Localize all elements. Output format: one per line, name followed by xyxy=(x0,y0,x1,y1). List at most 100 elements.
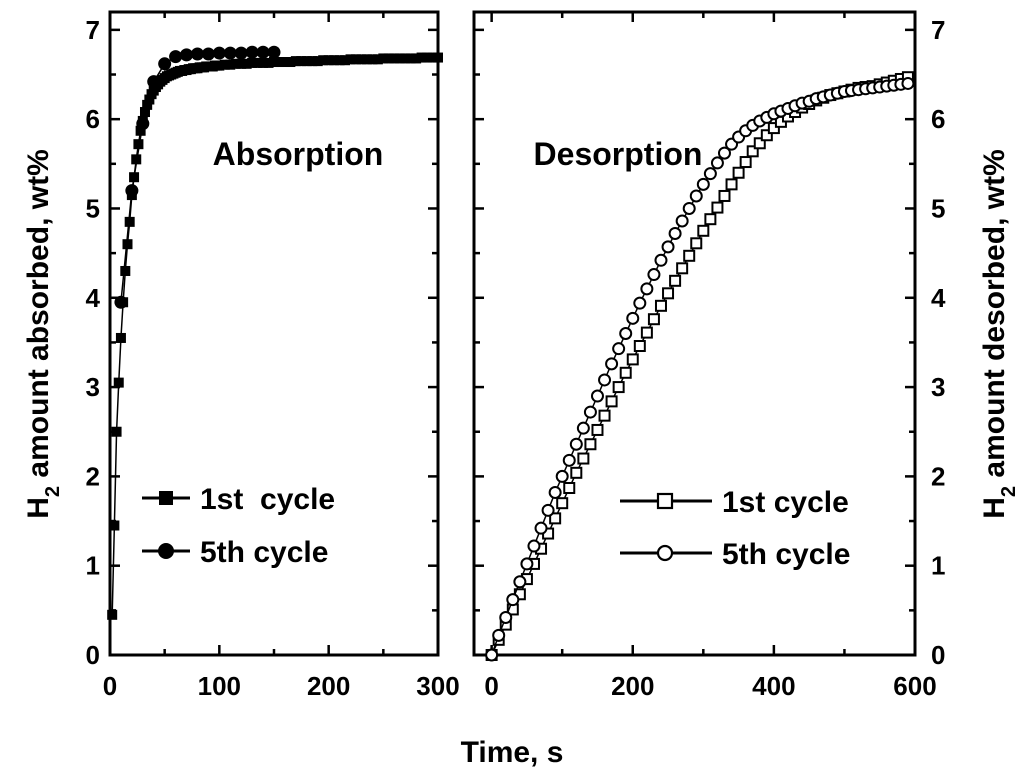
desorption-y-axis-title: H2 amount desorbed, wt% xyxy=(978,149,1020,519)
x-axis-title: Time, s xyxy=(461,736,564,769)
absorption-series-1-point xyxy=(258,57,269,68)
desorption-series-1-point xyxy=(577,452,590,465)
absorption-series xyxy=(107,45,443,620)
desorption-series-1-point xyxy=(704,213,717,226)
absorption-y-tick-label: 3 xyxy=(86,372,100,402)
absorption-y-tick-label: 2 xyxy=(86,461,100,491)
absorption-series-1-point xyxy=(296,56,307,67)
absorption-legend-marker-5th xyxy=(158,543,174,559)
absorption-series-1-point xyxy=(345,54,356,65)
desorption-series-1-point xyxy=(767,122,780,135)
absorption-series-1-point xyxy=(383,53,394,64)
desorption-series-1-point xyxy=(584,438,597,451)
absorption-series-2-point xyxy=(125,184,139,198)
desorption-series-2-point xyxy=(548,485,562,499)
desorption-series xyxy=(485,71,915,662)
desorption-series-2-point xyxy=(492,628,506,642)
absorption-series-1-point xyxy=(427,52,438,63)
desorption-series-1-point xyxy=(669,274,682,287)
absorption-y-axis-title-rest: amount absorbed, wt% xyxy=(22,149,55,486)
absorption-legend: 1st cycle 5th cycle xyxy=(142,483,335,569)
desorption-series-1-point xyxy=(598,409,611,422)
absorption-x-tick-labels: 0 100 200 300 xyxy=(103,671,460,701)
absorption-y-tick-label: 0 xyxy=(86,640,100,670)
desorption-series-1-point xyxy=(570,466,583,479)
absorption-series-1-point xyxy=(122,239,133,250)
desorption-series-2-point xyxy=(527,539,541,553)
desorption-legend-marker-1st xyxy=(656,492,674,510)
absorption-panel-title: Absorption xyxy=(213,136,384,172)
desorption-series-2-point xyxy=(612,342,626,356)
absorption-series-1-point xyxy=(247,57,258,68)
desorption-series-2-point xyxy=(633,296,647,310)
desorption-series-2-point xyxy=(590,389,604,403)
absorption-series-1-point xyxy=(312,56,323,67)
absorption-x-tick-label: 300 xyxy=(416,671,459,701)
desorption-series-2-point xyxy=(647,268,661,282)
absorption-y-tick-labels: 0 1 2 3 4 5 6 7 xyxy=(86,15,101,670)
desorption-y-tick-label: 6 xyxy=(931,104,945,134)
desorption-series-1-point xyxy=(690,237,703,250)
absorption-series-1-point xyxy=(133,139,144,150)
desorption-legend-label-1st: 1st cycle xyxy=(722,486,849,519)
absorption-legend-label-5th: 5th cycle xyxy=(200,536,328,569)
desorption-series-2-point xyxy=(675,214,689,228)
absorption-series-1-point xyxy=(290,56,301,67)
desorption-series-1-point xyxy=(591,423,604,436)
absorption-series-1-point xyxy=(301,56,312,67)
absorption-series-1-point xyxy=(411,53,422,64)
absorption-series-1-point xyxy=(115,332,126,343)
absorption-series-1-point xyxy=(361,54,372,65)
absorption-x-tick-label: 200 xyxy=(307,671,350,701)
desorption-series-2-point xyxy=(717,146,731,160)
desorption-series-2-point xyxy=(520,557,534,571)
absorption-series-2-point xyxy=(180,48,194,62)
desorption-y-tick-label: 4 xyxy=(931,283,946,313)
desorption-series-1-point xyxy=(626,353,639,366)
absorption-y-tick-label: 6 xyxy=(86,104,100,134)
absorption-series-2-point xyxy=(256,45,270,59)
absorption-series-1-point xyxy=(120,265,131,276)
desorption-panel-title: Desorption xyxy=(534,136,703,172)
absorption-series-1-point xyxy=(356,54,367,65)
desorption-y-axis-title-h: H xyxy=(978,497,1011,519)
absorption-y-axis-title-h: H xyxy=(22,497,55,519)
desorption-series-1-point xyxy=(556,497,569,510)
desorption-legend-marker-5th xyxy=(656,544,674,562)
absorption-series-2-point xyxy=(147,75,161,89)
absorption-series-1-point xyxy=(279,57,290,68)
absorption-series-2-point xyxy=(245,45,259,59)
absorption-series-1-point xyxy=(139,107,150,118)
desorption-y-axis-title-rest: amount desorbed, wt% xyxy=(978,149,1011,486)
absorption-series-1-point xyxy=(378,53,389,64)
absorption-series-1-point xyxy=(307,56,318,67)
absorption-x-tick-label: 0 xyxy=(103,671,117,701)
desorption-series-2-point xyxy=(513,575,527,589)
absorption-series-1-point xyxy=(252,57,263,68)
desorption-series-1-point xyxy=(746,145,759,158)
absorption-series-2-point xyxy=(234,46,248,60)
absorption-y-tick-label: 7 xyxy=(86,15,100,45)
absorption-series-2-point xyxy=(190,47,204,61)
absorption-y-axis-title-subscript: 2 xyxy=(42,486,64,497)
desorption-series-2-point xyxy=(569,437,583,451)
absorption-series-1-point xyxy=(135,125,146,136)
absorption-y-axis-title: H2 amount absorbed, wt% xyxy=(22,149,64,519)
desorption-series-2-point xyxy=(562,453,576,467)
absorption-series-1-point xyxy=(241,58,252,69)
absorption-series-1-point xyxy=(422,52,433,63)
absorption-series-1-point xyxy=(285,57,296,68)
absorption-series-1-point xyxy=(236,58,247,69)
desorption-series-1-point xyxy=(647,313,660,326)
desorption-series-2-point xyxy=(640,282,654,296)
absorption-series-1-point xyxy=(334,55,345,66)
absorption-legend-marker-1st xyxy=(159,491,173,505)
desorption-series-2-point xyxy=(668,226,682,240)
absorption-series-1-point xyxy=(433,52,443,63)
desorption-legend: 1st cycle 5th cycle xyxy=(620,486,850,571)
absorption-series-1-point xyxy=(329,55,340,66)
desorption-series-1-point xyxy=(676,262,689,275)
desorption-series-2-point xyxy=(499,610,513,624)
desorption-series-2-point xyxy=(541,503,555,517)
